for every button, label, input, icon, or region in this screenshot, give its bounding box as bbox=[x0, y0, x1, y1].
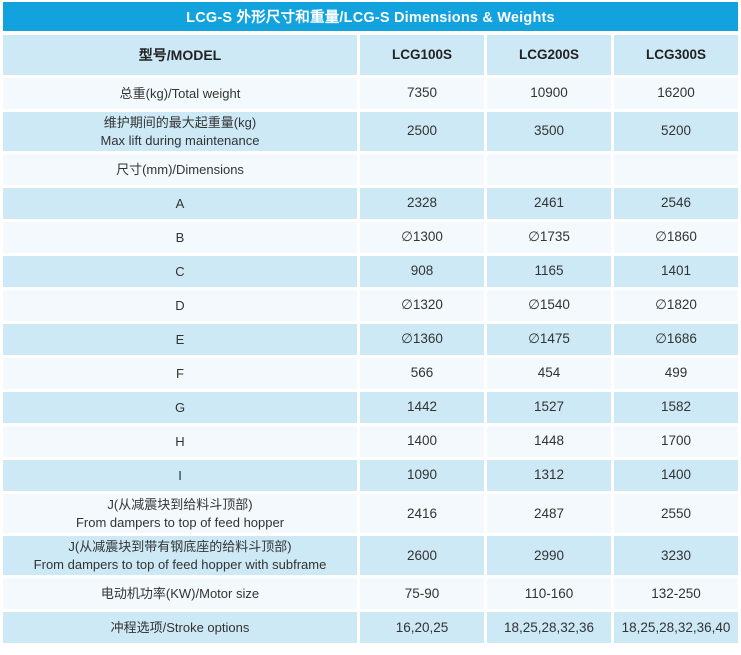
row-label: I bbox=[3, 460, 357, 492]
row-value: 1401 bbox=[614, 256, 738, 288]
table-title: LCG-S 外形尺寸和重量/LCG-S Dimensions & Weights bbox=[3, 2, 738, 31]
row-value: 7350 bbox=[360, 78, 484, 109]
column-header-lcg100s: LCG100S bbox=[360, 35, 484, 75]
row-label: D bbox=[3, 290, 357, 322]
row-value: 2487 bbox=[487, 494, 611, 534]
row-value: 10900 bbox=[487, 78, 611, 109]
row-value: ∅1475 bbox=[487, 324, 611, 356]
row-value: 3230 bbox=[614, 536, 738, 576]
row-value: 2461 bbox=[487, 188, 611, 220]
row-value: ∅1820 bbox=[614, 290, 738, 322]
row-value: 16200 bbox=[614, 78, 738, 109]
spec-table: 型号/MODEL LCG100S LCG200S LCG300S 总重(kg)/… bbox=[3, 35, 738, 644]
column-header-model: 型号/MODEL bbox=[3, 35, 357, 75]
row-label: J(从减震块到带有钢底座的给料斗顶部) From dampers to top … bbox=[3, 536, 357, 576]
row-value: ∅1686 bbox=[614, 324, 738, 356]
row-value bbox=[360, 154, 484, 186]
row-value: 1448 bbox=[487, 426, 611, 458]
row-value: 454 bbox=[487, 358, 611, 390]
row-value: ∅1300 bbox=[360, 222, 484, 254]
row-value: 1400 bbox=[614, 460, 738, 492]
row-label: E bbox=[3, 324, 357, 356]
row-label: 尺寸(mm)/Dimensions bbox=[3, 154, 357, 186]
column-header-lcg200s: LCG200S bbox=[487, 35, 611, 75]
row-value: 1165 bbox=[487, 256, 611, 288]
row-value: 1400 bbox=[360, 426, 484, 458]
row-label: G bbox=[3, 392, 357, 424]
row-value: 1582 bbox=[614, 392, 738, 424]
row-label: B bbox=[3, 222, 357, 254]
row-value: 5200 bbox=[614, 112, 738, 152]
row-value: 16,20,25 bbox=[360, 612, 484, 644]
row-label: A bbox=[3, 188, 357, 220]
row-value: 2990 bbox=[487, 536, 611, 576]
row-value: 499 bbox=[614, 358, 738, 390]
row-value: ∅1860 bbox=[614, 222, 738, 254]
row-value: 18,25,28,32,36 bbox=[487, 612, 611, 644]
row-value: 110-160 bbox=[487, 578, 611, 610]
row-value bbox=[614, 154, 738, 186]
row-value: 2550 bbox=[614, 494, 738, 534]
row-value: 2416 bbox=[360, 494, 484, 534]
row-label: 维护期间的最大起重量(kg) Max lift during maintenan… bbox=[3, 112, 357, 152]
row-value: 18,25,28,32,36,40 bbox=[614, 612, 738, 644]
row-value: 2500 bbox=[360, 112, 484, 152]
row-label: 总重(kg)/Total weight bbox=[3, 78, 357, 109]
row-value: 2546 bbox=[614, 188, 738, 220]
row-value: 1527 bbox=[487, 392, 611, 424]
row-value: 908 bbox=[360, 256, 484, 288]
row-label: F bbox=[3, 358, 357, 390]
row-value: 75-90 bbox=[360, 578, 484, 610]
row-label: J(从减震块到给料斗顶部) From dampers to top of fee… bbox=[3, 494, 357, 534]
row-value bbox=[487, 154, 611, 186]
row-label: H bbox=[3, 426, 357, 458]
row-value: ∅1735 bbox=[487, 222, 611, 254]
row-value: 1090 bbox=[360, 460, 484, 492]
row-value: ∅1540 bbox=[487, 290, 611, 322]
row-value: ∅1360 bbox=[360, 324, 484, 356]
row-value: ∅1320 bbox=[360, 290, 484, 322]
row-value: 132-250 bbox=[614, 578, 738, 610]
row-label: 电动机功率(KW)/Motor size bbox=[3, 578, 357, 610]
row-value: 566 bbox=[360, 358, 484, 390]
column-header-lcg300s: LCG300S bbox=[614, 35, 738, 75]
row-value: 2328 bbox=[360, 188, 484, 220]
row-value: 1700 bbox=[614, 426, 738, 458]
row-value: 1312 bbox=[487, 460, 611, 492]
row-label: C bbox=[3, 256, 357, 288]
row-value: 3500 bbox=[487, 112, 611, 152]
row-value: 2600 bbox=[360, 536, 484, 576]
row-label: 冲程选项/Stroke options bbox=[3, 612, 357, 644]
row-value: 1442 bbox=[360, 392, 484, 424]
